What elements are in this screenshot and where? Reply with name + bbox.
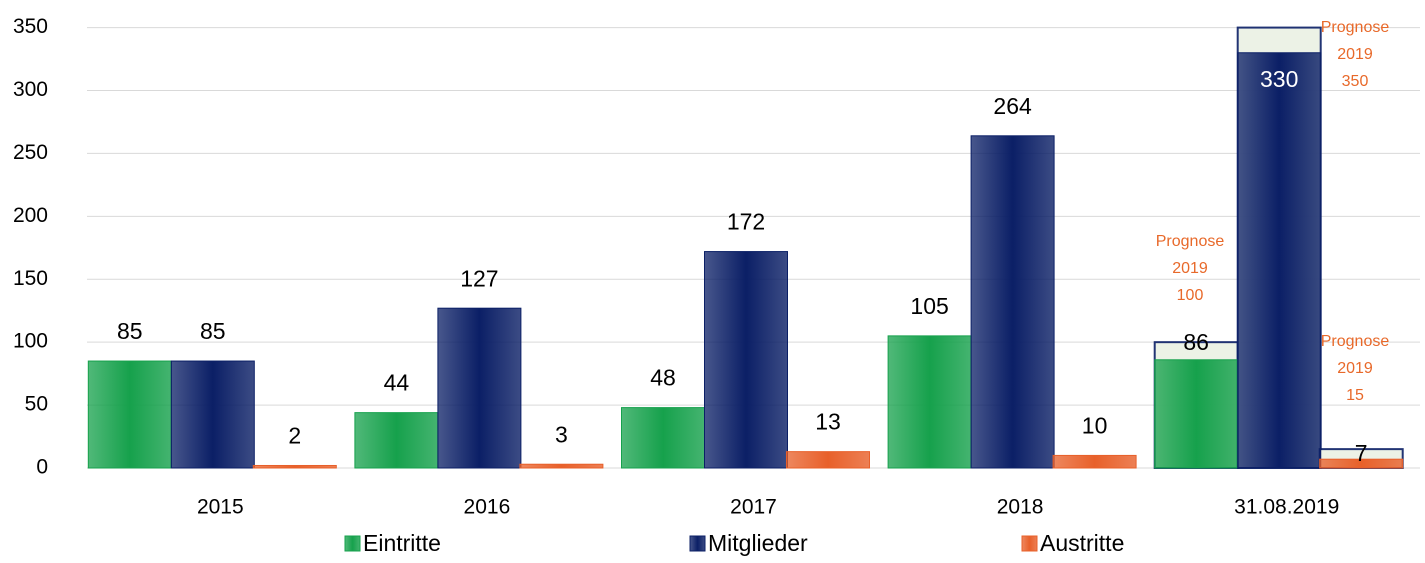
bar — [786, 451, 870, 469]
bar — [87, 360, 172, 469]
value-label: 10 — [1082, 412, 1108, 438]
value-label: 85 — [200, 318, 226, 344]
bar — [354, 412, 439, 469]
y-tick-label: 50 — [25, 393, 48, 416]
legend-label: Eintritte — [363, 530, 441, 556]
value-label: 86 — [1183, 329, 1209, 355]
y-tick-label: 350 — [13, 15, 48, 38]
forecast-annotation: Prognose — [1156, 233, 1225, 250]
legend-label: Mitglieder — [708, 530, 808, 556]
forecast-annotation: Prognose — [1321, 19, 1390, 36]
value-label: 13 — [815, 409, 841, 435]
value-label: 330 — [1260, 66, 1298, 92]
value-label: 105 — [910, 293, 948, 319]
value-label: 3 — [555, 421, 568, 447]
bar — [621, 407, 705, 469]
bar — [704, 251, 788, 469]
forecast-annotation: 15 — [1346, 387, 1364, 404]
bar — [1319, 458, 1404, 469]
x-tick-label: 2015 — [197, 496, 244, 519]
forecast-annotation: 350 — [1342, 73, 1369, 90]
x-tick-label: 2017 — [730, 496, 777, 519]
value-label: 127 — [460, 265, 498, 291]
bar — [1154, 359, 1239, 469]
forecast-annotation: Prognose — [1321, 333, 1390, 350]
value-label: 85 — [117, 318, 143, 344]
bar — [970, 135, 1055, 469]
forecast-annotation: 2019 — [1172, 260, 1208, 277]
legend-swatch — [344, 535, 361, 552]
y-tick-label: 200 — [13, 204, 48, 227]
x-tick-label: 2018 — [997, 496, 1044, 519]
forecast-annotation: 2019 — [1337, 46, 1373, 63]
value-label: 7 — [1355, 440, 1368, 466]
legend-swatch — [689, 535, 706, 552]
value-label: 48 — [650, 365, 676, 391]
value-label: 2 — [288, 423, 301, 449]
bar — [170, 360, 255, 469]
bar — [437, 307, 522, 469]
bar — [519, 463, 604, 469]
legend-label: Austritte — [1040, 530, 1124, 556]
value-label: 264 — [993, 93, 1032, 119]
x-tick-label: 2016 — [464, 496, 511, 519]
y-tick-label: 0 — [36, 456, 48, 479]
bar — [1237, 52, 1322, 469]
value-label: 172 — [727, 209, 765, 235]
bar — [252, 464, 337, 469]
bar — [887, 335, 972, 469]
forecast-annotation: 100 — [1177, 287, 1204, 304]
bar — [1052, 454, 1137, 469]
y-tick-label: 150 — [13, 267, 48, 290]
x-tick-label: 31.08.2019 — [1234, 496, 1339, 519]
value-label: 44 — [384, 370, 410, 396]
y-tick-label: 100 — [13, 330, 48, 353]
y-tick-label: 250 — [13, 141, 48, 164]
forecast-annotation: 2019 — [1337, 360, 1373, 377]
y-tick-label: 300 — [13, 78, 48, 101]
legend-swatch — [1021, 535, 1038, 552]
